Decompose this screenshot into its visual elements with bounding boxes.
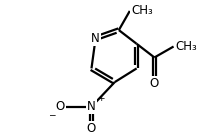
Text: N: N [87, 100, 96, 113]
Text: −: − [48, 110, 56, 119]
Text: N: N [91, 32, 100, 45]
Text: CH₃: CH₃ [175, 40, 197, 53]
Text: CH₃: CH₃ [131, 4, 153, 17]
Text: O: O [87, 122, 96, 135]
Text: O: O [55, 100, 65, 113]
Text: +: + [97, 94, 105, 103]
Text: O: O [150, 77, 159, 90]
